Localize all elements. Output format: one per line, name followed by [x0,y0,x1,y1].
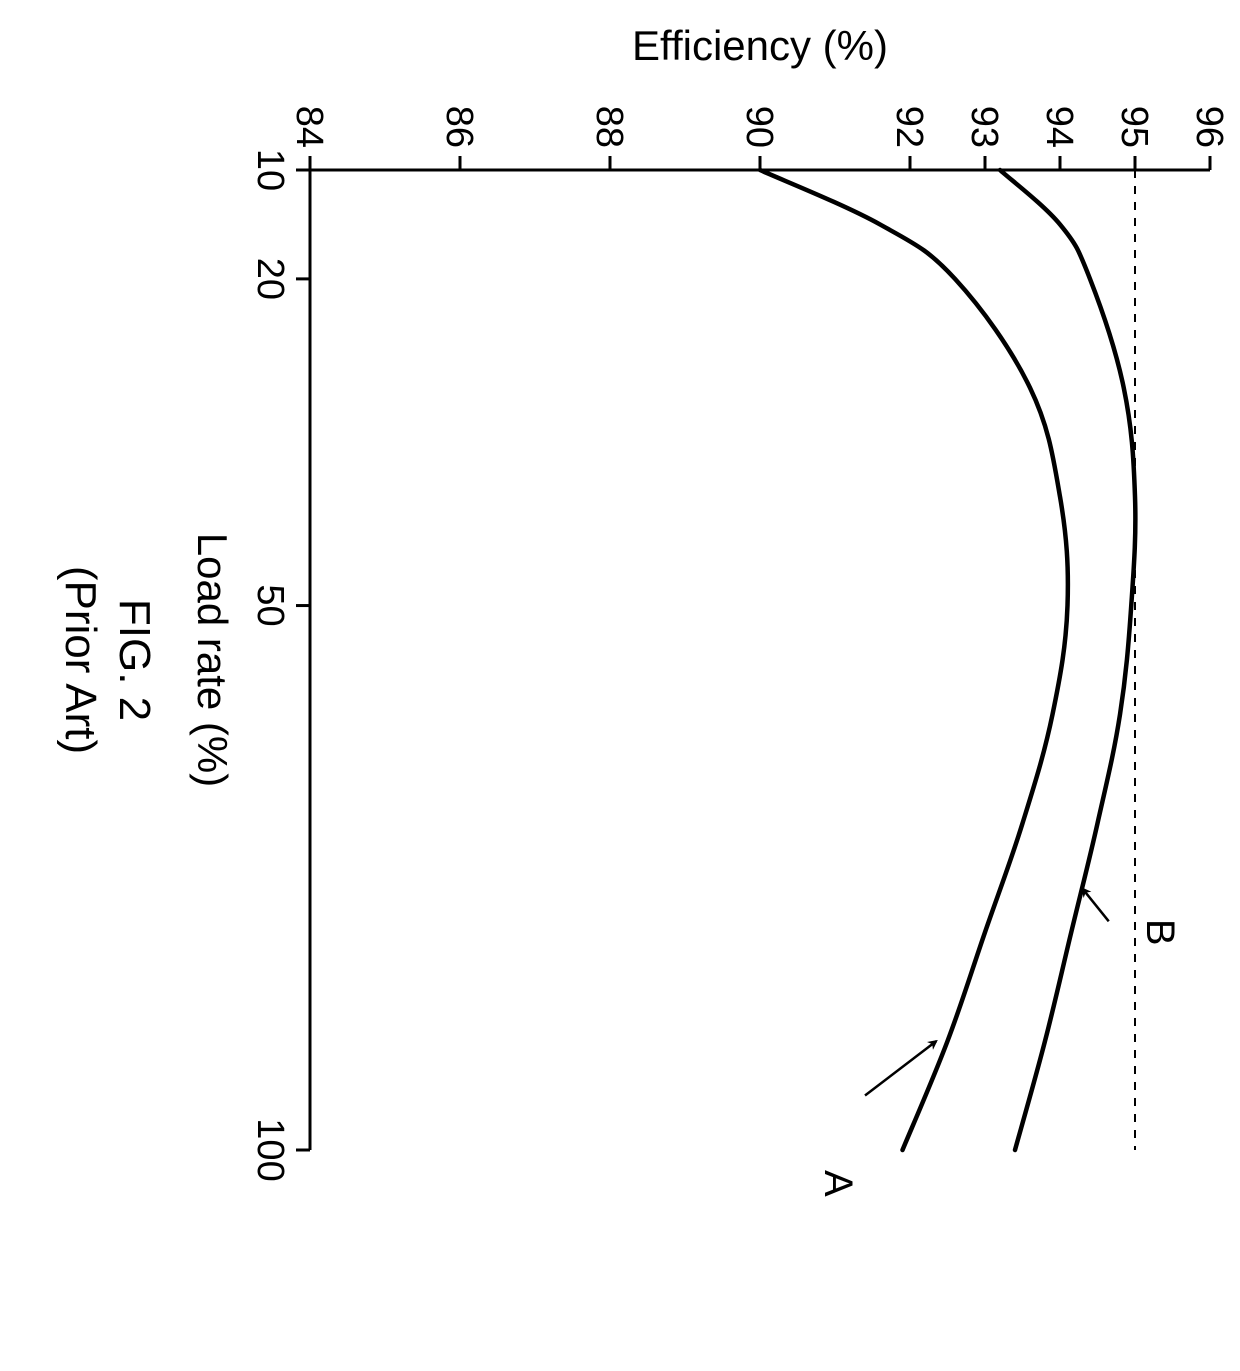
y-tick-label: 86 [438,106,480,148]
x-tick-label: 50 [249,584,291,626]
y-tick-label: 95 [1113,106,1155,148]
curve-b [1000,170,1135,1150]
y-tick-label: 90 [738,106,780,148]
y-axis-label: Efficiency (%) [632,22,888,69]
x-tick-label: 20 [249,258,291,300]
y-tick-label: 84 [288,106,330,148]
series-b-label: B [1138,919,1182,946]
x-tick-label: 10 [249,149,291,191]
series-b-arrow [1083,889,1109,922]
y-tick-label: 96 [1188,106,1230,148]
series-a-label: A [816,1170,860,1197]
y-tick-label: 93 [963,106,1005,148]
series-a-arrow [865,1041,936,1095]
figure-caption-line1: FIG. 2 [110,599,159,721]
y-tick-label: 92 [888,106,930,148]
curve-a [760,170,1068,1150]
efficiency-vs-load-chart: 84 86 88 90 92 93 94 95 96 10 20 50 100 Load rate (%)… [0,0,1240,1240]
x-tick-label: 100 [249,1118,291,1181]
x-axis-label: Load rate (%) [189,533,236,787]
figure-caption-line2: (Prior Art) [56,566,105,754]
y-tick-label: 94 [1038,106,1080,148]
y-tick-label: 88 [588,106,630,148]
